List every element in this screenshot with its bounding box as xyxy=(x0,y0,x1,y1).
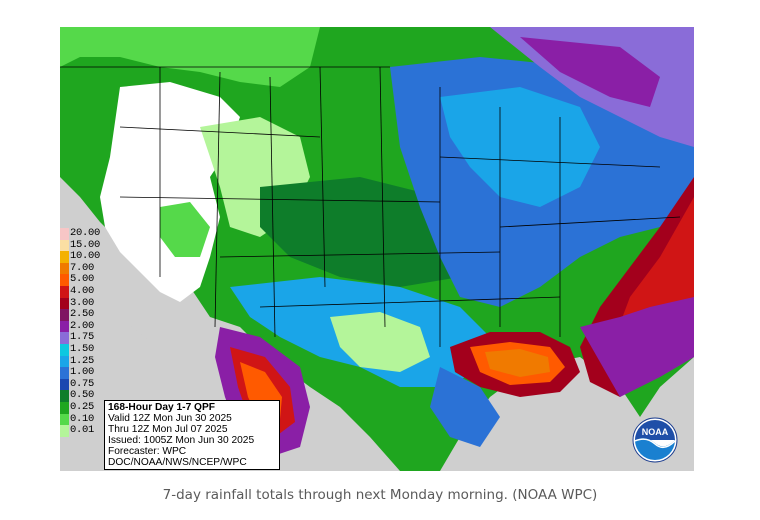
legend-label: 0.01 xyxy=(70,424,95,437)
legend-swatch xyxy=(60,285,69,298)
legend-label: 15.00 xyxy=(70,238,101,251)
legend-row: 0.10 xyxy=(60,412,104,426)
qpf-map xyxy=(60,27,694,471)
legend-label: 1.25 xyxy=(70,354,95,367)
legend-swatch xyxy=(60,378,69,391)
legend-swatch xyxy=(60,239,69,252)
noaa-logo-text: NOAA xyxy=(642,427,669,437)
legend-label: 0.25 xyxy=(70,400,95,413)
legend-label: 5.00 xyxy=(70,273,95,286)
light-patch-2 xyxy=(160,202,210,257)
state-borders xyxy=(60,66,681,347)
legend-label: 1.00 xyxy=(70,366,95,379)
northeast-purple xyxy=(520,37,660,107)
legend-row: 2.50 xyxy=(60,308,104,321)
issued-time: Issued: 1005Z Mon Jun 30 2025 xyxy=(108,435,255,446)
legend-label: 0.75 xyxy=(70,377,95,390)
legend-swatch xyxy=(60,228,69,240)
legend-swatch xyxy=(60,413,69,426)
texas-light xyxy=(330,312,430,372)
atlantic-purple xyxy=(580,297,694,397)
legend-row: 3.00 xyxy=(60,296,104,310)
legend-row: 0.01 xyxy=(60,424,104,437)
legend-swatch xyxy=(60,251,69,263)
legend-row: 0.25 xyxy=(60,400,104,414)
legend-swatch xyxy=(60,309,69,321)
agency: DOC/NOAA/NWS/NCEP/WPC xyxy=(108,457,247,468)
legend-row: 15.00 xyxy=(60,238,104,252)
legend-swatch xyxy=(60,390,69,402)
legend-label: 7.00 xyxy=(70,261,95,274)
legend-label: 2.00 xyxy=(70,319,95,332)
precipitation-legend: 20.00 15.00 10.00 7.00 5.00 4.00 3.00 2.50 2.00 1… xyxy=(60,227,104,437)
legend-row: 2.00 xyxy=(60,319,104,333)
legend-swatch xyxy=(60,367,69,379)
legend-row: 4.00 xyxy=(60,284,104,298)
legend-row: 20.00 xyxy=(60,227,104,240)
legend-swatch xyxy=(60,320,69,333)
legend-row: 1.25 xyxy=(60,354,104,368)
legend-row: 7.00 xyxy=(60,261,104,275)
map-info-box: 168-Hour Day 1-7 QPF Valid 12Z Mon Jun 3… xyxy=(104,400,280,470)
legend-swatch xyxy=(60,332,69,344)
legend-swatch xyxy=(60,262,69,275)
legend-label: 2.50 xyxy=(70,308,95,321)
legend-swatch xyxy=(60,401,69,414)
legend-swatch xyxy=(60,274,69,286)
map-title: 168-Hour Day 1-7 QPF xyxy=(108,402,216,413)
thru-time: Thru 12Z Mon Jul 07 2025 xyxy=(108,424,228,435)
legend-swatch xyxy=(60,355,69,368)
valid-time: Valid 12Z Mon Jun 30 2025 xyxy=(108,413,232,424)
legend-label: 1.75 xyxy=(70,331,95,344)
legend-label: 0.50 xyxy=(70,389,95,402)
forecaster: Forecaster: WPC xyxy=(108,446,187,457)
legend-label: 0.10 xyxy=(70,412,95,425)
legend-swatch xyxy=(60,425,69,437)
north-light-green xyxy=(60,27,320,87)
legend-label: 3.00 xyxy=(70,296,95,309)
legend-row: 5.00 xyxy=(60,273,104,286)
legend-row: 0.50 xyxy=(60,389,104,402)
legend-label: 4.00 xyxy=(70,284,95,297)
legend-swatch xyxy=(60,297,69,310)
legend-row: 10.00 xyxy=(60,250,104,263)
legend-label: 20.00 xyxy=(70,227,101,239)
legend-row: 1.50 xyxy=(60,342,104,356)
legend-row: 1.75 xyxy=(60,331,104,344)
legend-row: 1.00 xyxy=(60,366,104,379)
legend-label: 1.50 xyxy=(70,342,95,355)
legend-row: 0.75 xyxy=(60,377,104,391)
gulf-blue xyxy=(430,367,500,447)
legend-swatch xyxy=(60,343,69,356)
noaa-logo-icon: NOAA xyxy=(632,417,678,463)
legend-label: 10.00 xyxy=(70,250,101,263)
rainfall-map-graphic xyxy=(60,27,694,471)
gulf-orange xyxy=(485,349,550,377)
image-caption: 7-day rainfall totals through next Monda… xyxy=(162,487,598,503)
